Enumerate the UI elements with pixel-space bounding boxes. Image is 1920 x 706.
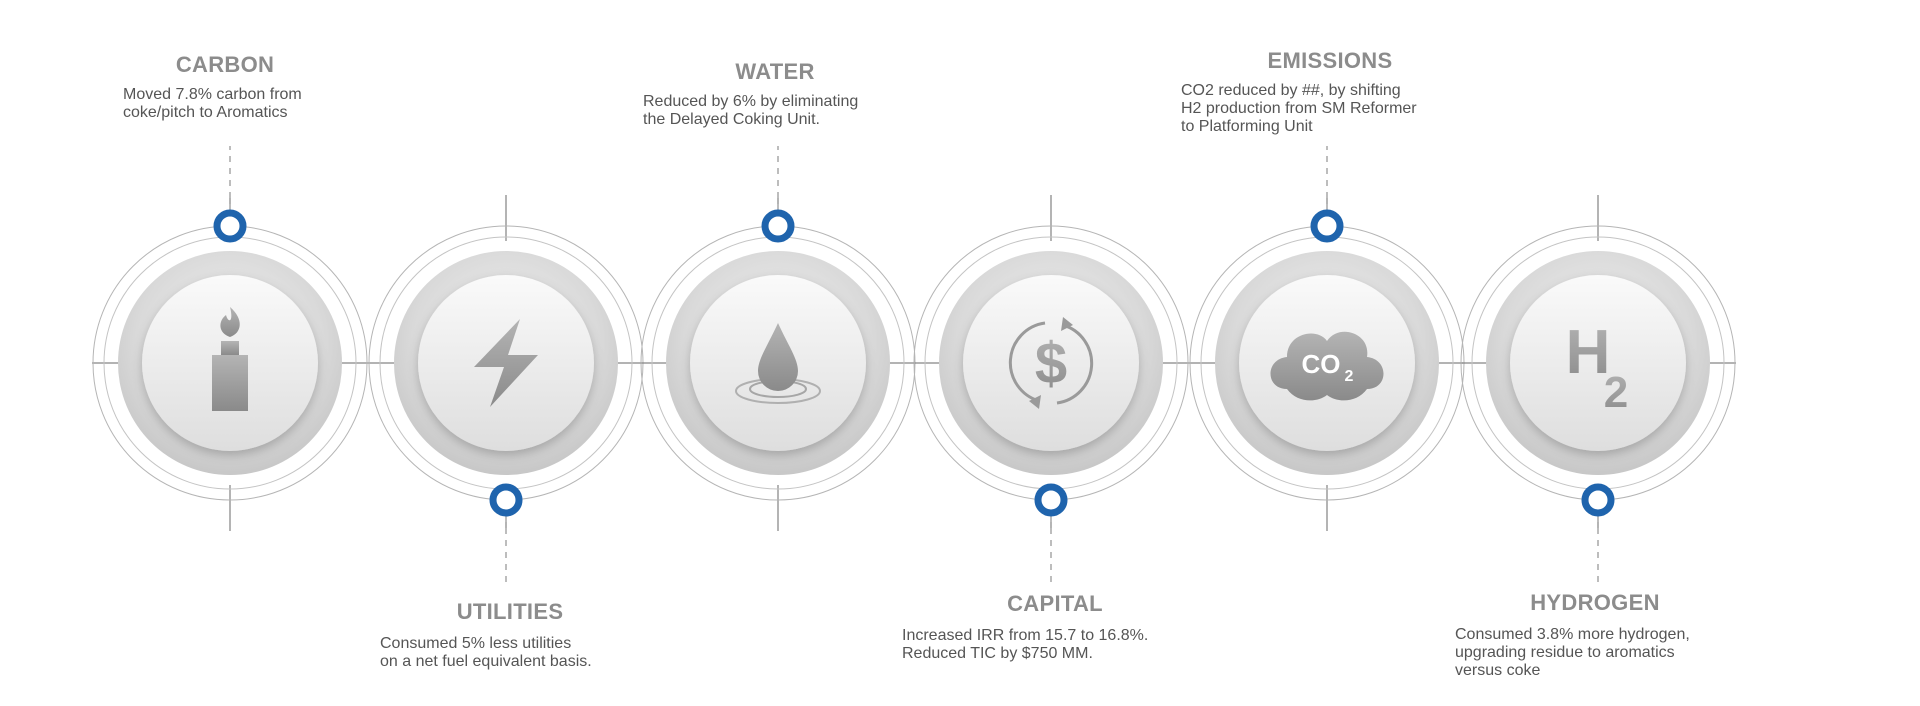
utilities-pin-marker xyxy=(489,483,523,517)
lightning-bolt-icon xyxy=(474,319,538,407)
emissions-description: CO2 reduced by ##, by shifting H2 produc… xyxy=(1181,82,1417,135)
emissions-node: CO 2 xyxy=(1189,195,1465,531)
utilities-node xyxy=(368,195,644,531)
water-heading: WATER xyxy=(735,59,815,84)
carbon-node xyxy=(92,195,368,531)
dollar-cycle-icon: $ xyxy=(1008,317,1094,409)
emissions-label: EMISSIONS xyxy=(1240,48,1420,74)
svg-text:H: H xyxy=(1566,318,1611,387)
utilities-description: Consumed 5% less utilities on a net fuel… xyxy=(380,635,592,670)
carbon-heading: CARBON xyxy=(175,52,275,77)
water-description: Reduced by 6% by eliminating the Delayed… xyxy=(643,93,859,128)
co2-cloud-icon: CO 2 xyxy=(1270,331,1384,401)
utilities-label: UTILITIES xyxy=(430,599,590,625)
capital-node: $ xyxy=(913,195,1189,531)
water-drop-icon xyxy=(735,323,821,404)
emissions-heading: EMISSIONS xyxy=(1267,48,1393,73)
capital-pin-marker xyxy=(1034,483,1068,517)
utilities-heading: UTILITIES xyxy=(456,599,564,624)
flare-stack-icon xyxy=(212,307,248,411)
hydrogen-pin-marker xyxy=(1581,483,1615,517)
svg-text:$: $ xyxy=(1035,331,1067,396)
svg-text:2: 2 xyxy=(1345,368,1354,385)
capital-description: Increased IRR from 15.7 to 16.8%. Reduce… xyxy=(902,627,1149,662)
hydrogen-label: HYDROGEN xyxy=(1510,590,1680,616)
svg-text:2: 2 xyxy=(1604,368,1628,417)
svg-text:CO: CO xyxy=(1302,349,1341,379)
hydrogen-description: Consumed 3.8% more hydrogen, upgrading r… xyxy=(1455,626,1690,679)
capital-label: CAPITAL xyxy=(975,591,1135,617)
h2-icon: H2 xyxy=(1566,318,1629,417)
hydrogen-heading: HYDROGEN xyxy=(1530,590,1660,615)
water-node xyxy=(640,195,916,531)
hydrogen-node: H2 xyxy=(1460,195,1736,531)
carbon-description: Moved 7.8% carbon from coke/pitch to Aro… xyxy=(123,86,302,121)
water-label: WATER xyxy=(700,59,850,85)
carbon-label: CARBON xyxy=(150,52,300,78)
emissions-pin-marker xyxy=(1310,209,1344,243)
carbon-pin-marker xyxy=(213,209,247,243)
capital-heading: CAPITAL xyxy=(1007,591,1103,616)
water-pin-marker xyxy=(761,209,795,243)
